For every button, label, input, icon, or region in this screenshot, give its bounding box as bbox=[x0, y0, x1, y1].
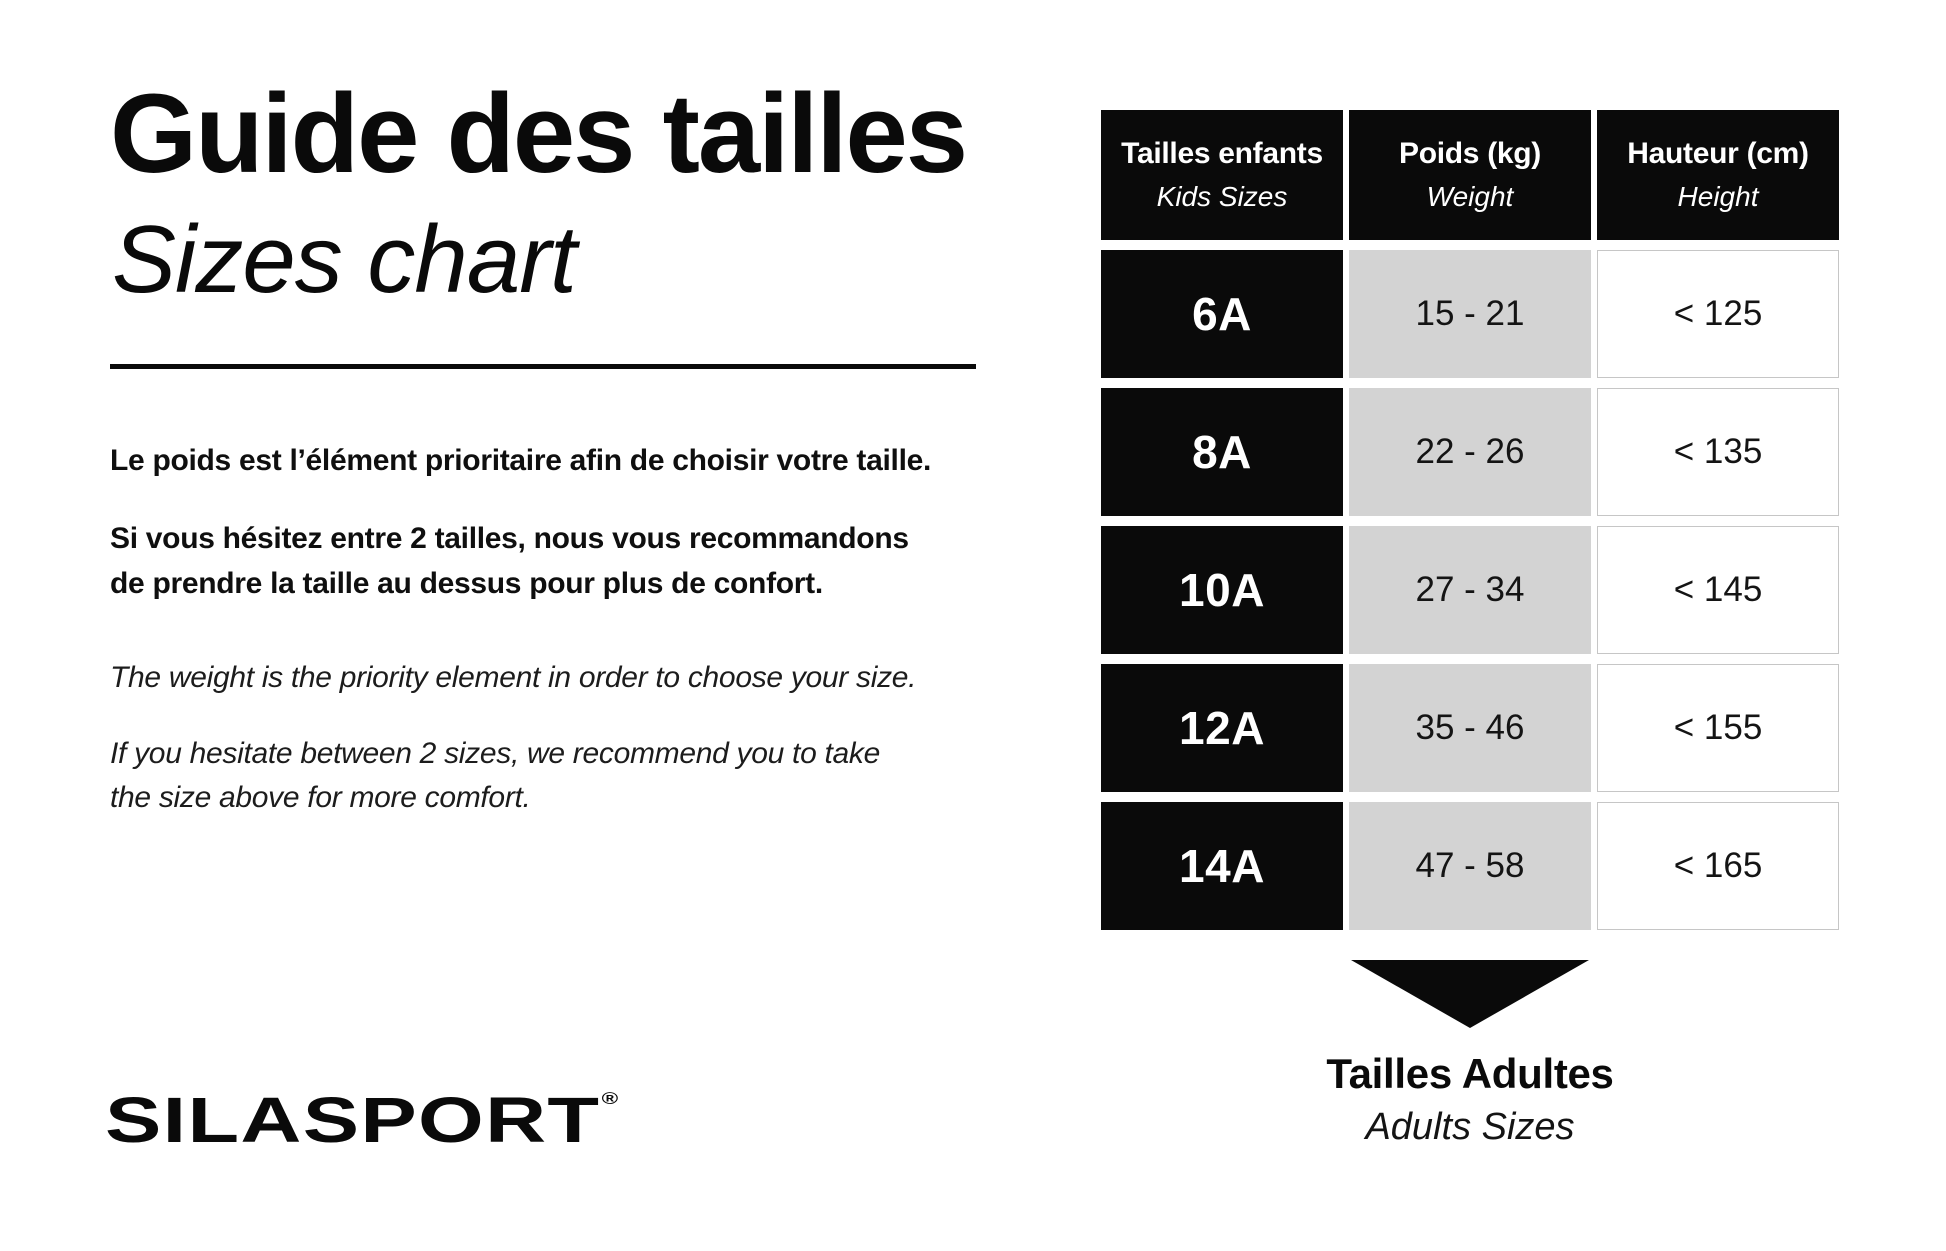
size-cell: 14A bbox=[1101, 802, 1343, 930]
column-header-sizes-fr: Tailles enfants bbox=[1121, 137, 1323, 170]
column-header-weight: Poids (kg) Weight bbox=[1349, 110, 1591, 240]
intro-paragraph-fr-2: Si vous hésitez entre 2 tailles, nous vo… bbox=[110, 522, 909, 600]
column-header-sizes-en: Kids Sizes bbox=[1156, 181, 1288, 212]
column-header-weight-en: Weight bbox=[1426, 181, 1514, 212]
intro-paragraph-fr-1: Le poids est l’élément prioritaire afin … bbox=[110, 444, 932, 477]
kids-sizes-table: Tailles enfants Kids Sizes Poids (kg) We… bbox=[1101, 110, 1839, 930]
registered-trademark-icon: ® bbox=[601, 1089, 620, 1108]
adults-label-en: Adults Sizes bbox=[1365, 1106, 1575, 1148]
weight-cell: 27 - 34 bbox=[1349, 526, 1591, 654]
height-cell: < 145 bbox=[1597, 526, 1839, 654]
weight-cell: 22 - 26 bbox=[1349, 388, 1591, 516]
column-header-height: Hauteur (cm) Height bbox=[1597, 110, 1839, 240]
divider-line bbox=[110, 364, 976, 369]
column-header-sizes: Tailles enfants Kids Sizes bbox=[1101, 110, 1343, 240]
size-cell: 8A bbox=[1101, 388, 1343, 516]
size-cell: 10A bbox=[1101, 526, 1343, 654]
height-cell: < 135 bbox=[1597, 388, 1839, 516]
brand-logo: SILASPORT® bbox=[105, 1088, 618, 1152]
weight-cell: 15 - 21 bbox=[1349, 250, 1591, 378]
weight-cell: 35 - 46 bbox=[1349, 664, 1591, 792]
intro-paragraph-en-2: If you hesitate between 2 sizes, we reco… bbox=[110, 737, 880, 814]
size-cell: 12A bbox=[1101, 664, 1343, 792]
adults-sizes-label: Tailles Adultes Adults Sizes bbox=[1101, 1050, 1839, 1149]
height-cell: < 165 bbox=[1597, 802, 1839, 930]
brand-name: SILASPORT bbox=[105, 1084, 601, 1156]
weight-cell: 47 - 58 bbox=[1349, 802, 1591, 930]
page-title: Guide des tailles bbox=[110, 71, 968, 196]
size-cell: 6A bbox=[1101, 250, 1343, 378]
height-cell: < 125 bbox=[1597, 250, 1839, 378]
arrow-down-icon bbox=[1351, 960, 1589, 1028]
adults-label-fr: Tailles Adultes bbox=[1326, 1050, 1614, 1097]
height-cell: < 155 bbox=[1597, 664, 1839, 792]
column-header-height-fr: Hauteur (cm) bbox=[1627, 137, 1809, 170]
intro-paragraph-en-1: The weight is the priority element in or… bbox=[110, 661, 917, 694]
column-header-weight-fr: Poids (kg) bbox=[1398, 137, 1541, 170]
column-header-height-en: Height bbox=[1677, 181, 1759, 212]
page-subtitle: Sizes chart bbox=[112, 206, 577, 313]
